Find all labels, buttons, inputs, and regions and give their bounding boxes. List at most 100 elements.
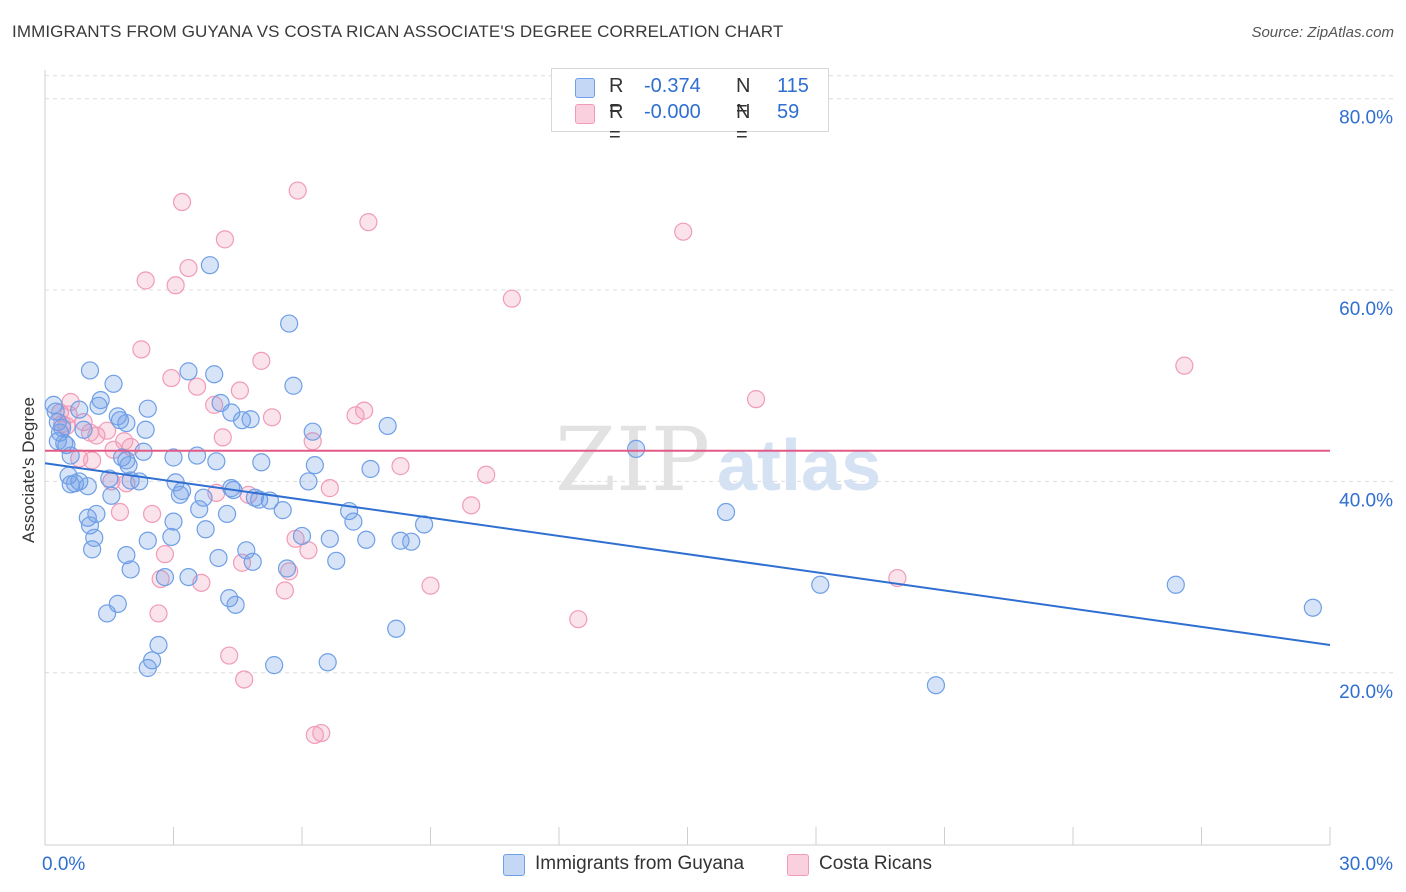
guyana-point [61, 446, 80, 465]
guyana-point [361, 459, 380, 479]
guyana-point [74, 420, 93, 439]
costa-rican-point [142, 504, 162, 524]
legend-r-label: R = [609, 75, 624, 120]
costa-rican-point [83, 451, 102, 470]
costa-rican-point [303, 432, 322, 451]
y-axis-label: Associate's Degree [19, 397, 38, 543]
costa-rican-point [275, 581, 294, 600]
guyana-point [164, 512, 183, 531]
guyana-point [357, 530, 376, 549]
guyana-point [53, 418, 72, 437]
costa-rican-point [746, 390, 766, 409]
guyana-point [83, 540, 102, 559]
guyana-point [162, 527, 181, 547]
costa-rican-point [213, 428, 232, 447]
costa-rican-point [477, 465, 496, 484]
guyana-point [205, 365, 224, 384]
guyana-point [273, 501, 292, 520]
y-tick-label: 80.0% [1339, 108, 1393, 129]
guyana-point [292, 526, 312, 546]
costa-rican-point [162, 368, 181, 388]
guyana-point [265, 656, 284, 675]
bottom-legend-swatch-costa-ricans [787, 854, 809, 876]
y-tick-label: 40.0% [1339, 490, 1393, 511]
costa-rican-point [262, 408, 282, 427]
guyana-point [299, 472, 318, 491]
guyana-point [121, 560, 140, 579]
guyana-point [70, 400, 89, 419]
guyana-point [78, 477, 97, 496]
costa-rican-point [462, 496, 481, 515]
costa-rican-point [132, 340, 151, 359]
guyana-point [57, 435, 76, 455]
guyana-point [226, 595, 245, 614]
guyana-point [277, 559, 297, 578]
guyana-point [85, 528, 104, 547]
costa-rican-point [172, 192, 192, 212]
guyana-point [209, 548, 228, 568]
guyana-point [811, 575, 830, 594]
guyana-point [243, 552, 262, 571]
guyana-point [303, 422, 322, 441]
guyana-point [237, 541, 256, 560]
y-tick-label: 20.0% [1339, 682, 1393, 703]
costa-rican-point [288, 181, 307, 200]
costa-rican-point [359, 213, 378, 232]
trend-lines [44, 449, 1331, 647]
guyana-point [280, 314, 299, 333]
y-tick-label: 60.0% [1339, 299, 1393, 320]
bottom-legend-label-guyana: Immigrants from Guyana [535, 853, 745, 874]
legend-swatch-guyana [575, 78, 595, 98]
costa-rican-point [215, 230, 234, 249]
costa-rican-point [421, 576, 440, 595]
costa-rican-point [674, 222, 693, 241]
guyana-point [48, 432, 67, 451]
costa-rican-point [155, 545, 175, 564]
guyana-point [138, 399, 157, 418]
guyana-point [164, 448, 183, 467]
correlation-legend: R = -0.374 N = 115 R = -0.000 N = 59 [551, 68, 829, 146]
guyana-point [80, 361, 100, 380]
guyana-point [196, 520, 215, 539]
guyana-trend-line [44, 462, 1331, 647]
tick-labels: 20.0% 40.0% 60.0% 80.0% 0.0% 30.0% [42, 108, 1393, 875]
series-immigrants-from-guyana [44, 256, 1322, 695]
costa-rican-point [355, 401, 374, 420]
guyana-point [318, 653, 337, 672]
legend-n-value: 115 [777, 75, 809, 97]
guyana-point [284, 376, 303, 395]
guyana-point [119, 456, 138, 475]
guyana-point [344, 512, 363, 531]
bottom-legend-swatch-guyana [503, 854, 525, 876]
watermark-atlas: atlas [717, 426, 881, 506]
guyana-point [136, 420, 155, 439]
x-tick-label: 30.0% [1339, 854, 1393, 875]
guyana-point [716, 502, 736, 522]
costa-rican-point [312, 723, 331, 743]
guyana-point [220, 589, 239, 608]
costa-rican-point [280, 562, 299, 581]
chart-title: IMMIGRANTS FROM GUYANA VS COSTA RICAN AS… [12, 22, 784, 41]
legend-n-value: 59 [777, 101, 800, 123]
costa-rican-point [136, 271, 155, 290]
guyana-point [44, 395, 63, 414]
guyana-point [104, 374, 123, 393]
legend-r-label: R = [609, 101, 624, 146]
guyana-point [320, 529, 339, 548]
guyana-point [241, 410, 260, 429]
guyana-point [91, 390, 110, 410]
costa-rican-point [179, 258, 198, 278]
gridlines [45, 75, 1393, 674]
guyana-point [387, 619, 406, 638]
costa-rican-point [187, 377, 207, 396]
guyana-point [138, 531, 157, 550]
guyana-point [207, 452, 226, 471]
costa-rican-point [502, 289, 521, 308]
costa-rican-point [220, 646, 239, 665]
costa-rican-point [149, 604, 168, 623]
guyana-point [194, 488, 213, 507]
axes [44, 70, 1331, 846]
guyana-point [179, 567, 198, 587]
guyana-point [155, 567, 175, 587]
